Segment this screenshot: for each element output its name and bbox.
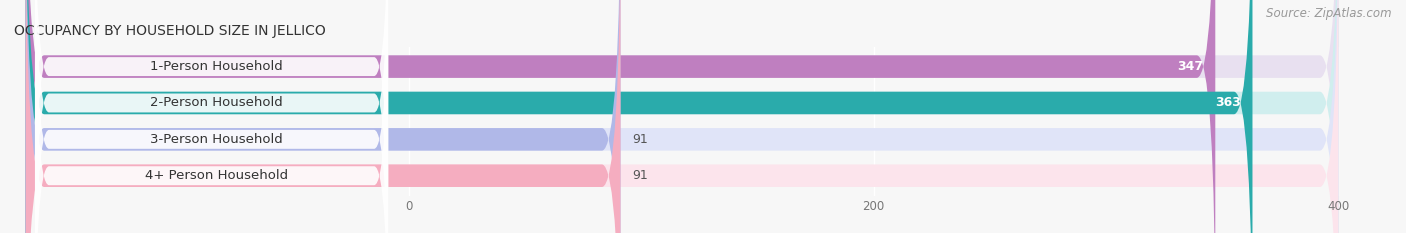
FancyBboxPatch shape	[35, 0, 388, 233]
FancyBboxPatch shape	[25, 0, 1253, 233]
FancyBboxPatch shape	[25, 0, 1339, 233]
Text: 91: 91	[633, 169, 648, 182]
FancyBboxPatch shape	[25, 0, 1339, 233]
FancyBboxPatch shape	[25, 0, 1339, 233]
FancyBboxPatch shape	[25, 0, 620, 233]
Text: 347: 347	[1178, 60, 1204, 73]
FancyBboxPatch shape	[35, 0, 388, 233]
Text: OCCUPANCY BY HOUSEHOLD SIZE IN JELLICO: OCCUPANCY BY HOUSEHOLD SIZE IN JELLICO	[14, 24, 326, 38]
Text: 1-Person Household: 1-Person Household	[150, 60, 283, 73]
Text: Source: ZipAtlas.com: Source: ZipAtlas.com	[1267, 7, 1392, 20]
FancyBboxPatch shape	[25, 0, 1215, 233]
Text: 363: 363	[1215, 96, 1241, 110]
FancyBboxPatch shape	[25, 0, 1339, 233]
Text: 3-Person Household: 3-Person Household	[150, 133, 283, 146]
FancyBboxPatch shape	[35, 0, 388, 233]
FancyBboxPatch shape	[35, 0, 388, 233]
Text: 4+ Person Household: 4+ Person Household	[145, 169, 288, 182]
Text: 2-Person Household: 2-Person Household	[150, 96, 283, 110]
Text: 91: 91	[633, 133, 648, 146]
FancyBboxPatch shape	[25, 0, 620, 233]
